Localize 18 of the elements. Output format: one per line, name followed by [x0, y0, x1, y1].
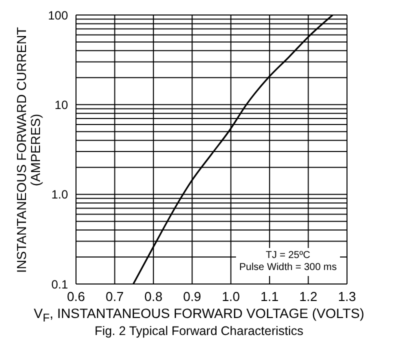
- x-tick-label: 1.3: [338, 289, 356, 304]
- y-tick-label: 10: [54, 98, 68, 112]
- x-tick-label: 1.2: [299, 289, 318, 304]
- x-tick-label: 1.1: [260, 289, 279, 304]
- note-box: TJ = 25ºC Pulse Width = 300 ms: [236, 248, 340, 276]
- y-tick-label: 1.0: [51, 188, 68, 202]
- y-axis-title: INSTANTANEOUS FORWARD CURRENT (AMPERES): [14, 26, 43, 275]
- annotation: TJ = 25ºC: [264, 250, 312, 262]
- x-tick-label: 0.9: [183, 289, 202, 304]
- x-axis-title: V$_{F}$, INSTANTANEOUS FORWARD VOLTAGE (VOLTS): [32, 306, 366, 325]
- x-tick-label: 0.7: [106, 289, 124, 304]
- text: Fig. 2 Typical Forward Characteristics: [94, 324, 304, 338]
- x-tick-label: 0.8: [144, 289, 162, 304]
- x-tick-label: 1.0: [222, 289, 240, 304]
- y-tick-label: 100: [48, 8, 68, 22]
- x-tick-label: 0.6: [66, 289, 86, 304]
- y-tick-label: 0.1: [51, 277, 68, 292]
- annotation: Pulse Width = 300 ms: [238, 262, 338, 274]
